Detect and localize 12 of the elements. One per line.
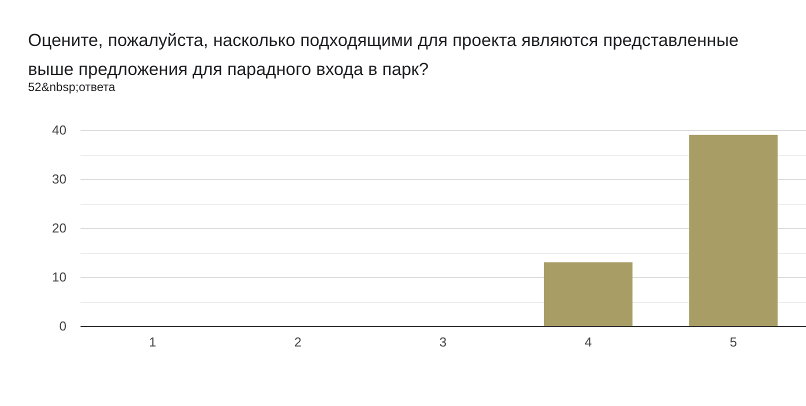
x-tick-label: 3 — [439, 334, 447, 350]
y-tick-label: 20 — [52, 220, 66, 236]
y-tick-label: 30 — [52, 172, 66, 186]
y-tick-label: 10 — [52, 270, 66, 284]
x-tick-label: 1 — [148, 334, 156, 350]
x-tick-label: 5 — [730, 334, 738, 350]
chart-title: Оцените, пожалуйста, насколько подходящими для проекта являются представленные выше предложения для парадного входа в парк? — [28, 30, 739, 79]
x-tick-label: 2 — [294, 334, 302, 350]
x-tick-label: 4 — [584, 334, 592, 350]
y-tick-label: 0 — [59, 318, 66, 334]
y-tick-label: 40 — [52, 122, 66, 138]
chart-subtitle: 52&nbsp;ответа — [28, 80, 116, 94]
